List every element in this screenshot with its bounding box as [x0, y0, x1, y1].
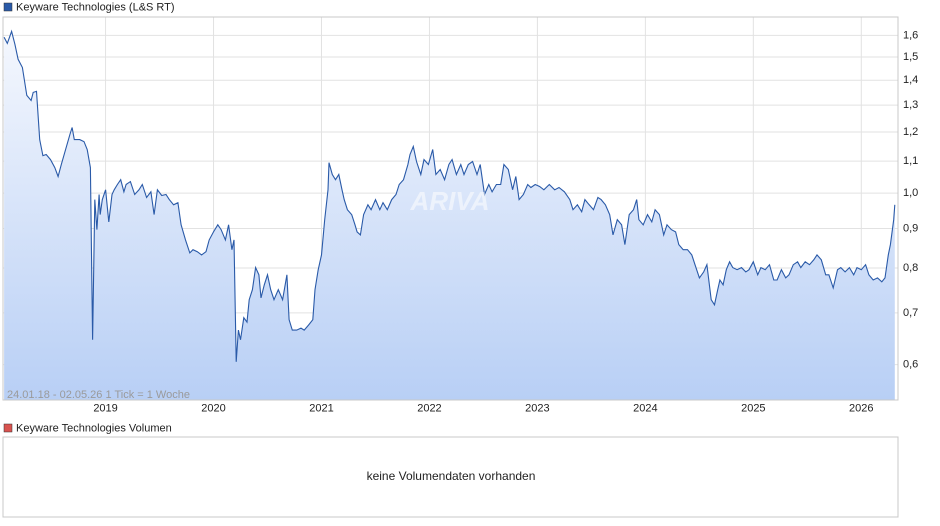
legend-swatch: [3, 423, 13, 433]
y-tick-label: 0,8: [903, 262, 918, 274]
legend-label: Keyware Technologies (L&S RT): [16, 1, 175, 13]
y-tick-label: 1,3: [903, 99, 918, 111]
x-tick-label: 2026: [849, 402, 873, 414]
x-tick-label: 2023: [525, 402, 549, 414]
x-tick-label: 2020: [201, 402, 225, 414]
y-tick-label: 1,5: [903, 51, 918, 63]
watermark: ARIVA: [410, 186, 490, 216]
plot-border: [2, 16, 899, 401]
y-tick-label: 0,6: [903, 359, 918, 371]
x-tick-label: 2021: [309, 402, 333, 414]
y-tick-label: 0,9: [903, 222, 918, 234]
price-area: [4, 31, 895, 401]
y-tick-label: 1,1: [903, 155, 918, 167]
x-tick-label: 2022: [417, 402, 441, 414]
x-tick-label: 2025: [741, 402, 765, 414]
legend-swatch: [3, 2, 13, 12]
legend-label: Keyware Technologies Volumen: [16, 422, 172, 434]
info-text: 24.01.18 - 02.05.26 1 Tick = 1 Woche: [7, 389, 190, 401]
x-tick-label: 2024: [633, 402, 657, 414]
y-tick-label: 0,7: [903, 307, 918, 319]
y-tick-label: 1,2: [903, 126, 918, 138]
price-line: [3, 29, 896, 362]
y-tick-label: 1,6: [903, 29, 918, 41]
volume-panel: [2, 436, 899, 518]
volume-message: keine Volumendaten vorhanden: [367, 469, 536, 483]
x-tick-label: 2019: [93, 402, 117, 414]
y-tick-label: 1,4: [903, 74, 918, 86]
y-tick-label: 1,0: [903, 187, 918, 199]
